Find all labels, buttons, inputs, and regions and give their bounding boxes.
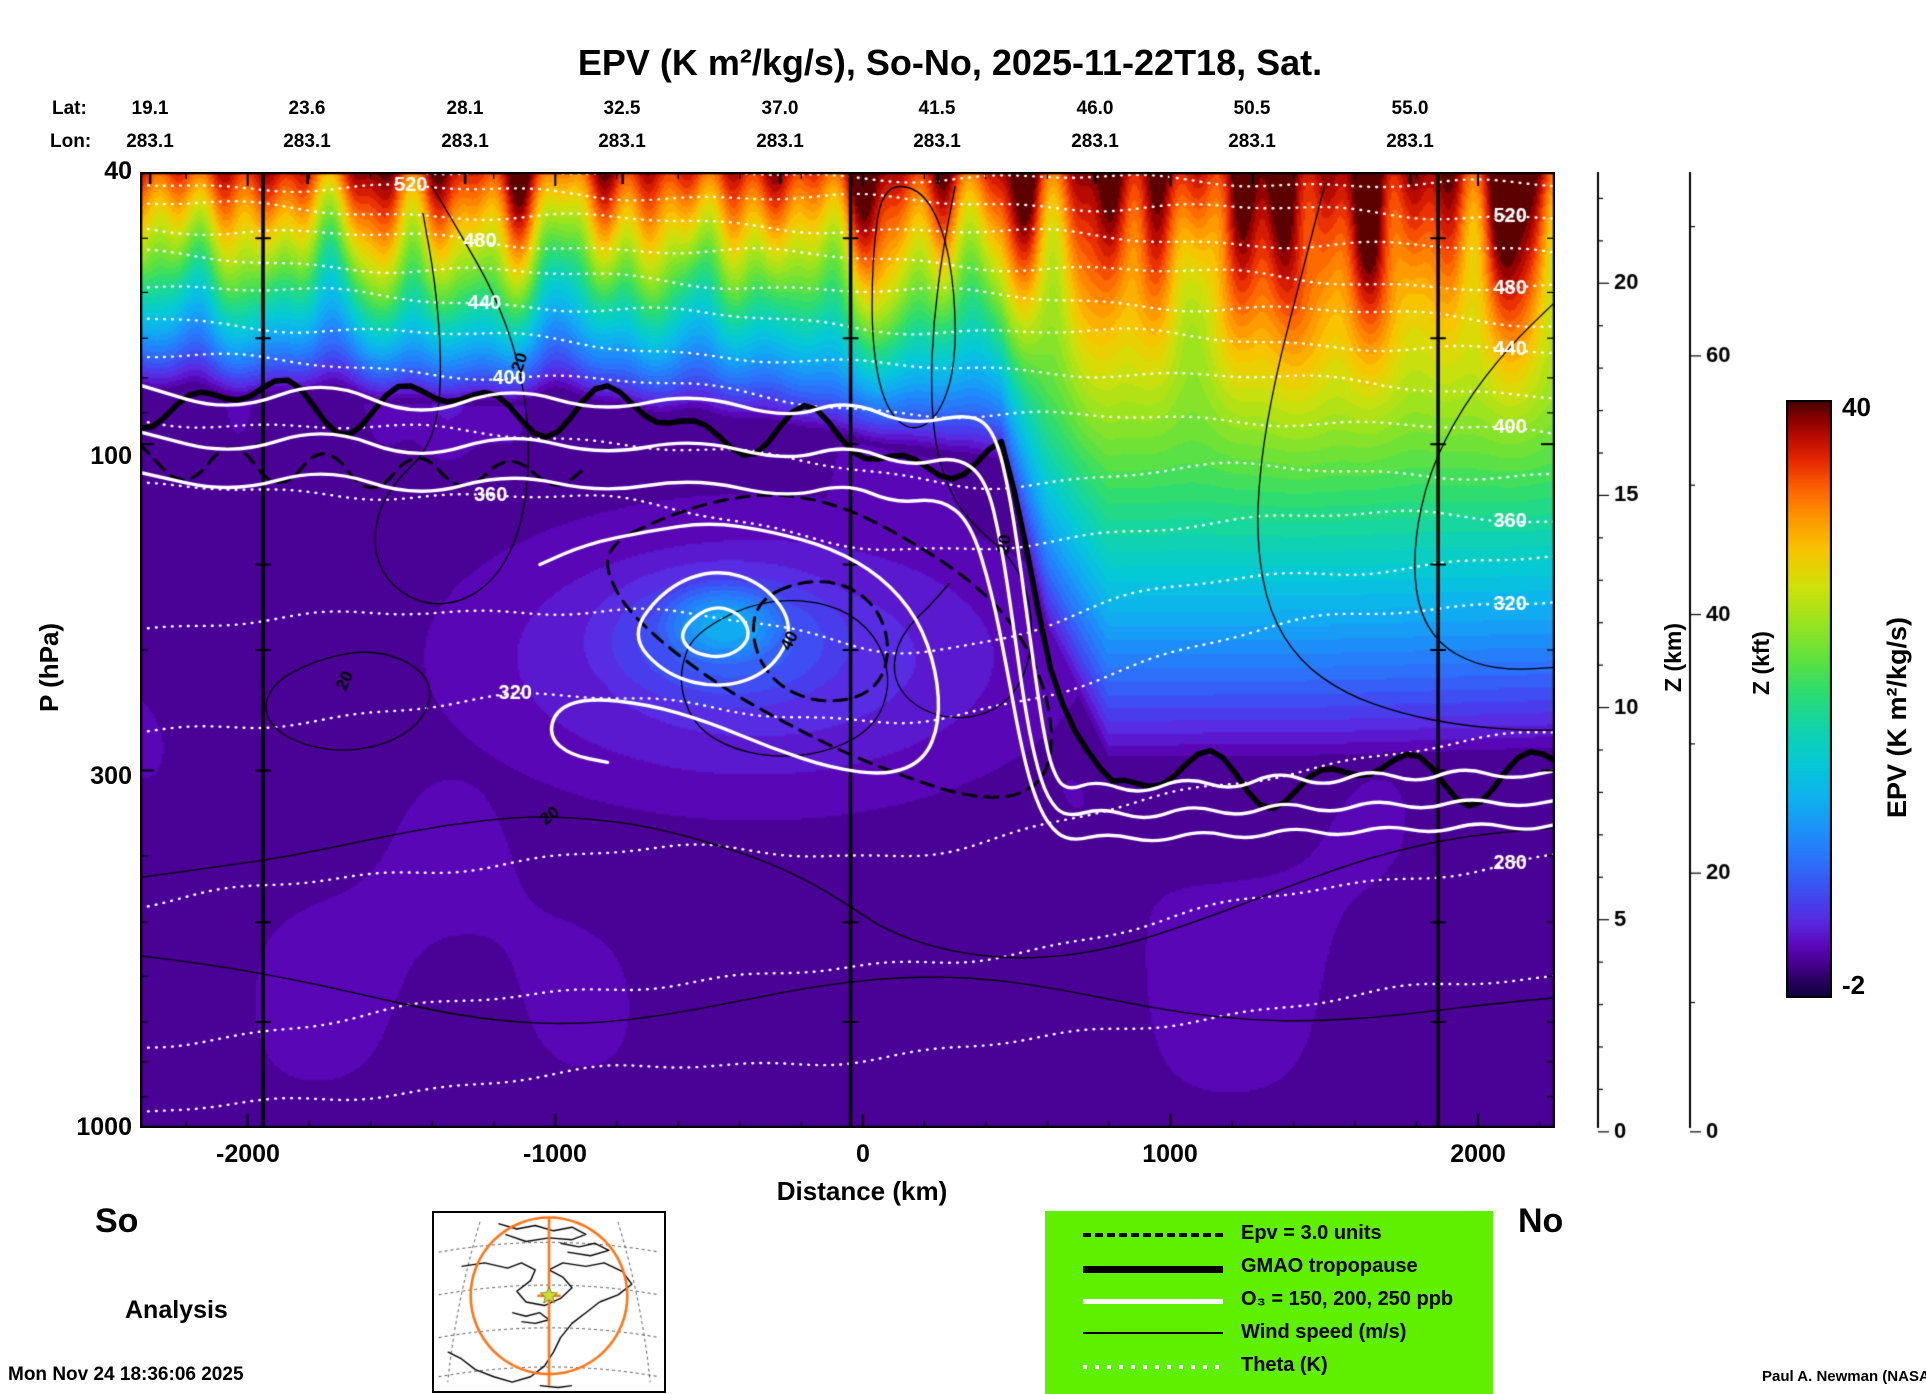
z-kft-axis-title: Z (kft): [1748, 631, 1774, 695]
y-tick: 40: [104, 157, 132, 185]
x-axis-title: Distance (km): [776, 1176, 948, 1206]
colorbar-min-label: -2: [1842, 970, 1866, 1000]
legend-item-tropopause: GMAO tropopause: [1045, 1252, 1493, 1285]
legend: Epv = 3.0 units GMAO tropopause O₃ = 150…: [1045, 1211, 1493, 1394]
dotted-line-swatch: [1083, 1365, 1223, 1369]
lon-value: 283.1: [1071, 131, 1119, 152]
creation-timestamp: Mon Nov 24 18:36:06 2025: [8, 1364, 244, 1385]
legend-label: Wind speed (m/s): [1241, 1321, 1407, 1343]
x-tick: -2000: [216, 1140, 280, 1168]
x-tick: 2000: [1450, 1140, 1506, 1168]
white-line-swatch: [1083, 1299, 1223, 1304]
lon-row-label: Lon:: [50, 131, 92, 152]
x-tick: -1000: [523, 1140, 587, 1168]
x-tick: 1000: [1142, 1140, 1198, 1168]
colorbar-title: EPV (K m²/kg/s): [1882, 616, 1912, 818]
legend-label: Theta (K): [1241, 1354, 1328, 1376]
lat-row-label: Lat:: [52, 98, 87, 119]
y-tick: 300: [90, 762, 132, 790]
thin-line-swatch: [1083, 1332, 1223, 1334]
x-tick: 0: [856, 1140, 870, 1168]
page-title: EPV (K m²/kg/s), So-No, 2025-11-22T18, S…: [577, 42, 1323, 83]
legend-item-theta: Theta (K): [1045, 1351, 1493, 1384]
inset-map-canvas: [434, 1213, 664, 1391]
lon-value: 283.1: [756, 131, 804, 152]
y-tick: 100: [90, 442, 132, 470]
lat-value: 41.5: [918, 98, 956, 119]
legend-label: GMAO tropopause: [1241, 1255, 1418, 1277]
endpoint-north-label: No: [1518, 1202, 1564, 1240]
colorbar: [1786, 400, 1832, 998]
lat-value: 32.5: [603, 98, 641, 119]
legend-label: Epv = 3.0 units: [1241, 1222, 1382, 1244]
contour-overlay-canvas: [140, 172, 1555, 1128]
colorbar-max-label: 40: [1842, 392, 1871, 422]
credit-text: Paul A. Newman (NASA: [1762, 1368, 1926, 1385]
lon-value: 283.1: [913, 131, 961, 152]
lon-value: 283.1: [598, 131, 646, 152]
lat-value: 55.0: [1391, 98, 1429, 119]
lon-value: 283.1: [1228, 131, 1276, 152]
inset-map: [432, 1211, 666, 1393]
lat-value: 28.1: [446, 98, 484, 119]
y-axis-title: P (hPa): [34, 622, 64, 712]
lon-value: 283.1: [283, 131, 331, 152]
lon-value: 283.1: [126, 131, 174, 152]
lat-value: 23.6: [288, 98, 326, 119]
dashed-line-swatch: [1083, 1233, 1223, 1237]
altitude-axes-canvas: [1560, 160, 1780, 1150]
lat-value: 19.1: [131, 98, 169, 119]
thick-line-swatch: [1083, 1266, 1223, 1273]
z-km-axis-title: Z (km): [1660, 623, 1686, 692]
lon-value: 283.1: [441, 131, 489, 152]
plot-area: [140, 172, 1555, 1128]
analysis-label: Analysis: [125, 1296, 228, 1324]
legend-item-epv3: Epv = 3.0 units: [1045, 1219, 1493, 1252]
legend-item-wind: Wind speed (m/s): [1045, 1318, 1493, 1351]
lat-value: 50.5: [1233, 98, 1271, 119]
lon-value: 283.1: [1386, 131, 1434, 152]
lat-value: 37.0: [761, 98, 799, 119]
y-tick: 1000: [76, 1113, 132, 1141]
endpoint-south-label: So: [95, 1202, 139, 1240]
legend-label: O₃ = 150, 200, 250 ppb: [1241, 1288, 1454, 1310]
legend-item-ozone: O₃ = 150, 200, 250 ppb: [1045, 1285, 1493, 1318]
lat-value: 46.0: [1076, 98, 1114, 119]
